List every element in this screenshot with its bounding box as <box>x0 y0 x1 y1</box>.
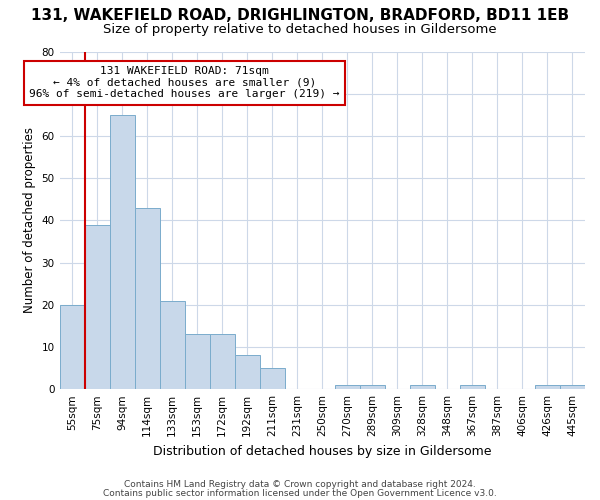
Bar <box>160 300 185 389</box>
Text: 131 WAKEFIELD ROAD: 71sqm
← 4% of detached houses are smaller (9)
96% of semi-de: 131 WAKEFIELD ROAD: 71sqm ← 4% of detach… <box>29 66 340 100</box>
Bar <box>185 334 209 389</box>
Bar <box>335 385 360 389</box>
Text: 131, WAKEFIELD ROAD, DRIGHLINGTON, BRADFORD, BD11 1EB: 131, WAKEFIELD ROAD, DRIGHLINGTON, BRADF… <box>31 8 569 22</box>
Bar <box>535 385 560 389</box>
Text: Contains public sector information licensed under the Open Government Licence v3: Contains public sector information licen… <box>103 489 497 498</box>
X-axis label: Distribution of detached houses by size in Gildersome: Distribution of detached houses by size … <box>153 444 491 458</box>
Bar <box>134 208 160 389</box>
Y-axis label: Number of detached properties: Number of detached properties <box>23 128 36 314</box>
Bar <box>235 356 260 389</box>
Bar <box>260 368 285 389</box>
Bar <box>460 385 485 389</box>
Bar <box>110 115 134 389</box>
Text: Contains HM Land Registry data © Crown copyright and database right 2024.: Contains HM Land Registry data © Crown c… <box>124 480 476 489</box>
Bar <box>560 385 585 389</box>
Text: Size of property relative to detached houses in Gildersome: Size of property relative to detached ho… <box>103 22 497 36</box>
Bar <box>360 385 385 389</box>
Bar <box>209 334 235 389</box>
Bar <box>85 224 110 389</box>
Bar <box>59 305 85 389</box>
Bar <box>410 385 435 389</box>
